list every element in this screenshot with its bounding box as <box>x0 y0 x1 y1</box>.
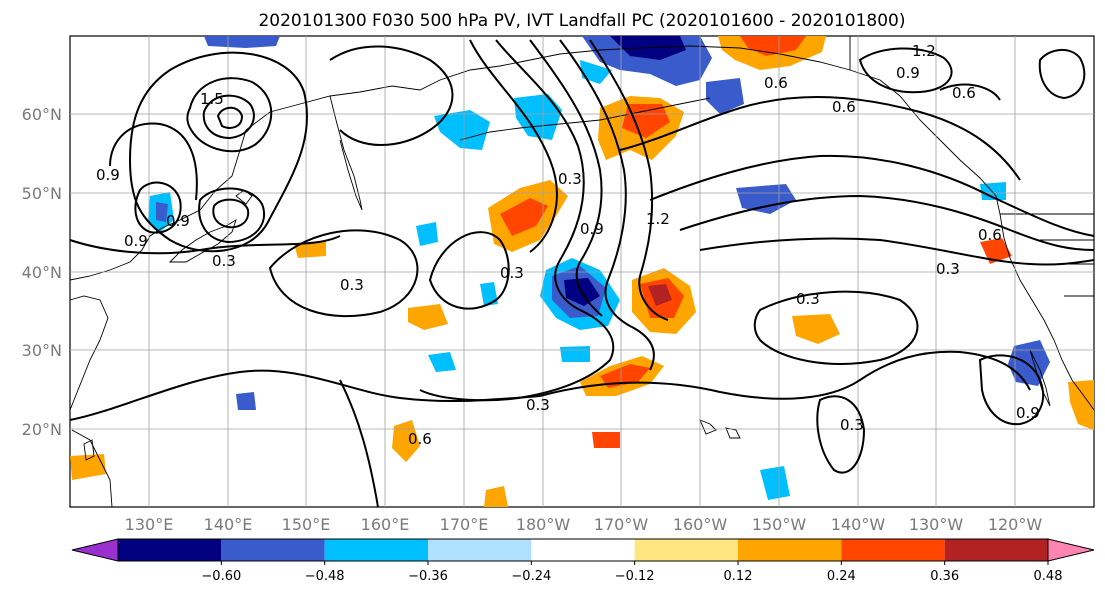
contour-label: 0.3 <box>212 252 236 270</box>
lat-label: 60°N <box>22 105 62 124</box>
contour-label: 0.9 <box>96 166 120 184</box>
lat-label: 30°N <box>22 341 62 360</box>
contour-label: 0.6 <box>764 74 788 92</box>
contour-label: 0.3 <box>840 416 864 434</box>
contours <box>69 39 1095 508</box>
contour-label: 0.9 <box>1016 404 1040 422</box>
colorbar-outline <box>117 538 1049 562</box>
colorbar-tick-label: −0.60 <box>201 569 241 584</box>
contour-label: 1.2 <box>912 42 936 60</box>
contour-label: 0.6 <box>952 84 976 102</box>
lat-label: 40°N <box>22 263 62 282</box>
colorbar-swatch <box>324 539 428 561</box>
colorbar-tick-label: −0.12 <box>615 569 655 584</box>
contour-label: 0.9 <box>580 220 604 238</box>
contour-label: 0.3 <box>936 260 960 278</box>
contour-label: 1.5 <box>200 90 224 108</box>
colorbar-swatch <box>531 539 635 561</box>
lon-label: 160°E <box>361 515 410 534</box>
lat-labels: 60°N 50°N 40°N 30°N 20°N <box>22 105 62 439</box>
colorbar-extend-high <box>1047 538 1095 562</box>
contour-label: 0.6 <box>408 430 432 448</box>
lon-label: 180°W <box>516 515 571 534</box>
colorbar-swatch <box>738 539 842 561</box>
contour-label: 0.3 <box>340 276 364 294</box>
lon-label: 140°W <box>831 515 886 534</box>
lon-label: 130°E <box>125 515 174 534</box>
colorbar-extend-low <box>71 538 119 562</box>
colorbar-tick-label: −0.24 <box>511 569 551 584</box>
colorbar-swatch <box>634 539 738 561</box>
lon-label: 140°E <box>204 515 253 534</box>
lat-label: 20°N <box>22 420 62 439</box>
contour-label: 0.3 <box>796 290 820 308</box>
lon-label: 160°W <box>673 515 728 534</box>
contour-label: 1.2 <box>646 210 670 228</box>
contour-labels: 1.5 0.9 0.9 0.9 0.3 0.3 0.3 0.3 0.3 0.3 … <box>96 42 1040 448</box>
contour-label: 0.9 <box>124 232 148 250</box>
lon-label: 170°W <box>594 515 649 534</box>
lon-label: 150°W <box>752 515 807 534</box>
contour-label: 0.9 <box>166 212 190 230</box>
colorbar-tick-label: 0.12 <box>724 569 753 584</box>
lon-label: 170°E <box>440 515 489 534</box>
lat-label: 50°N <box>22 184 62 203</box>
colorbar-tick-label: 0.36 <box>930 569 959 584</box>
colorbar-swatch <box>841 539 945 561</box>
contour-label: 0.3 <box>500 264 524 282</box>
contour-label: 0.3 <box>558 170 582 188</box>
map-panel: 1.5 0.9 0.9 0.9 0.3 0.3 0.3 0.3 0.3 0.3 … <box>69 35 1095 508</box>
pv-shading <box>70 36 1094 507</box>
contour-label: 0.9 <box>896 64 920 82</box>
colorbar-swatch <box>428 539 532 561</box>
colorbar-tick-label: 0.48 <box>1034 569 1063 584</box>
colorbar-swatch <box>944 539 1048 561</box>
lon-labels: 130°E 140°E 150°E 160°E 170°E 180°W 170°… <box>125 515 1043 534</box>
colorbar: −0.60 −0.48 −0.36 −0.24 −0.12 0.12 0.24 0.36 0.4… <box>71 538 1095 584</box>
contour-label: 0.3 <box>526 396 550 414</box>
colorbar-swatch <box>118 539 222 561</box>
contour-label: 0.6 <box>832 98 856 116</box>
lon-label: 150°E <box>282 515 331 534</box>
map-title: 2020101300 F030 500 hPa PV, IVT Landfall… <box>258 11 905 31</box>
colorbar-tick-label: 0.24 <box>827 569 856 584</box>
lon-label: 130°W <box>909 515 964 534</box>
colorbar-swatch <box>221 539 325 561</box>
contour-label: 0.6 <box>978 226 1002 244</box>
colorbar-tick-label: −0.36 <box>408 569 448 584</box>
colorbar-tick-label: −0.48 <box>305 569 345 584</box>
lon-label: 120°W <box>988 515 1043 534</box>
